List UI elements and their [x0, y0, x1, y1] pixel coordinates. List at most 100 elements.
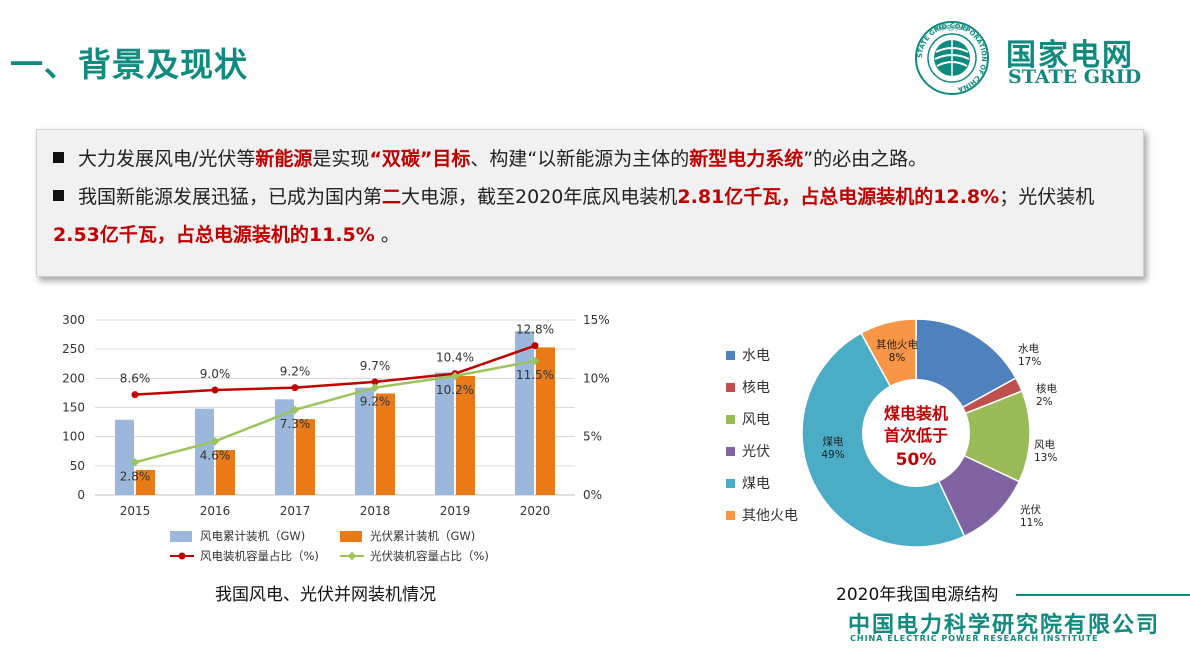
pie-center-text: 首次低于: [884, 426, 948, 445]
pie-legend-label: 光伏: [742, 444, 770, 460]
legend-label: 光伏装机容量占比（%): [370, 549, 489, 563]
state-grid-logo: STATE GRID CORPORATION OF CHINA 国家电网公司 国…: [912, 20, 1152, 96]
pie-slice-name: 煤电: [823, 435, 844, 448]
x-tick-label: 2020: [520, 504, 551, 518]
pie-slice-value: 11%: [1020, 517, 1043, 529]
legend-swatch: [340, 531, 362, 542]
power-structure-chart: 水电 17% 水电 核电 2% 核电 风电 13% 风电 光伏 11% 光伏 煤电 49% 煤电 其他火电 8%…: [690, 300, 1110, 610]
bullet-2-text-4: 。: [375, 224, 400, 246]
y2-tick-label: 5%: [583, 430, 602, 444]
bullet-2-text-1: 我国新能源发展迅猛，已成为国内第: [78, 186, 382, 208]
bullet-1-highlight-3: 新型电力系统: [689, 148, 803, 170]
pie-legend-swatch: [726, 383, 735, 392]
logo-en: STATE GRID: [1008, 66, 1141, 88]
x-tick-label: 2019: [440, 504, 471, 518]
solar-bar: [376, 394, 395, 496]
bullet-1-text-2: 是实现: [312, 148, 369, 170]
wind-share-data-label: 12.8%: [516, 323, 554, 337]
pie-slice-name: 其他火电: [876, 338, 918, 351]
x-tick-label: 2016: [200, 504, 231, 518]
wind-share-data-label: 10.4%: [436, 351, 474, 365]
bullet-1-highlight-1: 新能源: [255, 148, 312, 170]
y2-tick-label: 15%: [583, 313, 610, 327]
solar-share-data-label: 9.2%: [360, 395, 391, 409]
y-tick-label: 200: [62, 371, 85, 385]
pie-slice-value: 17%: [1018, 356, 1041, 368]
pie-legend-swatch: [726, 511, 735, 520]
pie-legend-swatch: [726, 479, 735, 488]
bullet-1: 大力发展风电/光伏等新能源是实现“双碳”目标、构建“以新能源为主体的新型电力系统…: [53, 140, 1133, 178]
y2-tick-label: 0%: [583, 488, 602, 502]
y-tick-label: 300: [62, 313, 85, 327]
pie-legend-label: 核电: [742, 380, 770, 396]
power-structure-chart-title: 2020年我国电源结构: [836, 580, 998, 605]
bullet-square-icon: [53, 190, 64, 201]
solar-share-data-label: 11.5%: [516, 368, 554, 382]
wind-share-point: [292, 384, 299, 391]
pie-legend-swatch: [726, 415, 735, 424]
pie-slice-value: 8%: [889, 352, 906, 364]
legend-swatch: [170, 531, 192, 542]
pie-slice-name: 水电: [1018, 342, 1040, 355]
legend-marker: [179, 553, 186, 560]
wind-share-data-label: 9.2%: [280, 365, 311, 379]
pie-legend-label: 水电: [742, 348, 770, 364]
legend-label: 光伏累计装机（GW): [370, 529, 475, 543]
pie-slice-name: 核电: [1036, 382, 1058, 395]
y-tick-label: 0: [77, 488, 85, 502]
x-tick-label: 2015: [120, 504, 151, 518]
capacity-chart-title: 我国风电、光伏并网装机情况: [215, 580, 436, 605]
wind-share-point: [532, 342, 539, 349]
wind-share-data-label: 9.0%: [200, 367, 231, 381]
power-structure-chart-svg: 水电17%水电核电2%核电风电13%风电光伏11%光伏煤电49%煤电其他火电8%…: [690, 300, 1110, 610]
pie-slice-value: 13%: [1034, 452, 1057, 464]
pie-legend-label: 风电: [742, 412, 770, 428]
solar-share-data-label: 2.8%: [120, 469, 151, 483]
wind-bar: [515, 331, 534, 495]
pie-legend-swatch: [726, 447, 735, 456]
capacity-chart-svg: 0 50 100 150 200 250 300 0% 5% 10% 15% 2015 2016 2017…: [0, 300, 620, 620]
legend-label: 风电装机容量占比（%): [200, 549, 319, 563]
solar-share-data-label: 4.6%: [200, 448, 231, 462]
pie-legend-swatch: [726, 351, 735, 360]
pie-legend-label: 其他火电: [742, 508, 798, 524]
wind-share-data-label: 8.6%: [120, 372, 151, 386]
wind-bar: [115, 420, 134, 495]
wind-share-data-label: 9.7%: [360, 359, 391, 373]
footer-divider: [1016, 594, 1190, 596]
bullet-2-text-3: ；光伏装机: [999, 186, 1094, 208]
bullet-1-text-4: ”的必由之路。: [803, 148, 927, 170]
state-grid-emblem-icon: STATE GRID CORPORATION OF CHINA 国家电网公司: [912, 20, 992, 96]
solar-share-data-label: 10.2%: [436, 383, 474, 397]
svg-text:国家电网公司: 国家电网公司: [934, 24, 970, 32]
wind-share-point: [132, 391, 139, 398]
bullet-1-highlight-2: “双碳”目标: [369, 148, 470, 170]
bullet-2: 我国新能源发展迅猛，已成为国内第二大电源，截至2020年底风电装机2.81亿千瓦…: [53, 178, 1133, 254]
legend-label: 风电累计装机（GW): [200, 529, 305, 543]
y-tick-label: 50: [70, 459, 85, 473]
pie-center-text: 50%: [896, 450, 937, 470]
wind-share-point: [212, 387, 219, 394]
pie-slice-name: 光伏: [1020, 503, 1042, 516]
page-title: 一、背景及现状: [10, 38, 248, 86]
bullet-2-text-2: 大电源，截至2020年底风电装机: [401, 186, 677, 208]
bullet-square-icon: [53, 152, 64, 163]
x-tick-label: 2017: [280, 504, 311, 518]
y-tick-label: 100: [62, 430, 85, 444]
legend-marker: [348, 552, 356, 560]
org-name-en: CHINA ELECTRIC POWER RESEARCH INSTITUTE: [850, 634, 1099, 643]
pie-slice-name: 风电: [1034, 438, 1056, 451]
pie-slice-value: 49%: [821, 449, 844, 461]
bullet-1-text-1: 大力发展风电/光伏等: [78, 148, 255, 170]
y2-tick-label: 10%: [583, 371, 610, 385]
bullet-2-highlight-2: 2.81亿千瓦，占总电源装机的12.8%: [677, 186, 999, 208]
bullet-1-text-3: 、构建“以新能源为主体的: [470, 148, 689, 170]
pie-center-text: 煤电装机: [884, 404, 948, 423]
capacity-chart: 0 50 100 150 200 250 300 0% 5% 10% 15% 2015 2016 2017…: [0, 300, 620, 620]
summary-box: 大力发展风电/光伏等新能源是实现“双碳”目标、构建“以新能源为主体的新型电力系统…: [36, 129, 1144, 277]
pie-slice-value: 2%: [1036, 396, 1053, 408]
solar-share-data-label: 7.3%: [280, 417, 311, 431]
bullet-2-highlight-3: 2.53亿千瓦，占总电源装机的11.5%: [53, 224, 375, 246]
x-tick-label: 2018: [360, 504, 391, 518]
bullet-2-highlight-1: 二: [382, 186, 401, 208]
